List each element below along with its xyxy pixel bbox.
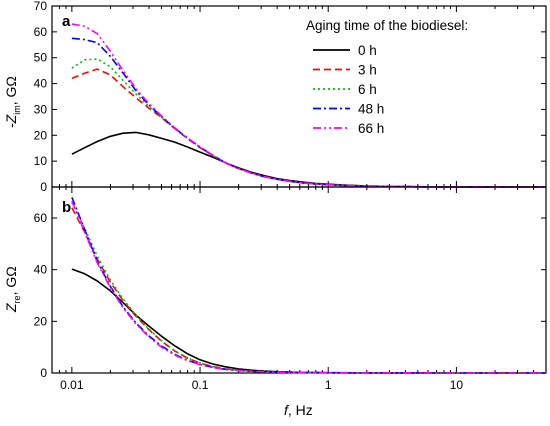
legend-label-66h: 66 h: [358, 121, 384, 136]
panel-a-ytick-label: 30: [34, 102, 48, 116]
legend-label-48h: 48 h: [358, 102, 384, 117]
panel-a-ytick-label: 40: [34, 77, 48, 91]
panel-a-ylabel-main: -Z: [3, 114, 19, 128]
panel-b-ticks: 0 20 40 60 0.01 0.1 1 10: [34, 187, 547, 392]
panel-b-series-6h: [71, 202, 546, 374]
panel-b-ylabel-unit: , GΩ: [3, 266, 19, 295]
x-tick-label: 10: [450, 378, 464, 392]
panel-b-ylabel-sub: re: [12, 295, 22, 303]
x-axis-label-main: f: [284, 402, 290, 418]
legend-label-3h: 3 h: [358, 63, 377, 78]
panel-a-ylabel-sub: im: [12, 105, 22, 115]
panel-a-series-66h: [71, 23, 546, 188]
panel-b-series-0h: [71, 268, 546, 374]
panel-b-ylabel-main: Z: [3, 303, 19, 313]
panel-b-series-66h: [71, 200, 546, 374]
panel-a-series-48h: [71, 37, 546, 188]
legend-label-0h: 0 h: [358, 43, 377, 58]
x-axis-label: f, Hz: [284, 402, 313, 418]
panel-b-series-48h: [71, 197, 546, 374]
legend-title: Aging time of the biodiesel:: [306, 18, 468, 33]
x-tick-label: 0.1: [192, 378, 209, 392]
panel-a-series-0h: [71, 131, 546, 188]
panel-a-series: [71, 23, 546, 188]
panel-a-legend: Aging time of the biodiesel: 0 h 3 h 6 h 48…: [306, 18, 468, 136]
panel-b-ytick-label: 0: [40, 366, 47, 380]
panel-b-frame: [51, 186, 547, 374]
panel-a-ytick-label: 70: [34, 0, 48, 13]
panel-a-series-3h: [71, 68, 546, 188]
panel-a-ytick-label: 20: [34, 128, 48, 142]
panel-a-ylabel: -Zim, GΩ: [3, 76, 22, 128]
panel-b-ytick-label: 60: [34, 211, 48, 225]
panel-a-ticks: 0 10 20 30 40 50 60 70: [34, 0, 547, 194]
x-tick-label: 1: [325, 378, 332, 392]
panel-a-frame: [51, 5, 547, 188]
panel-a-letter: a: [62, 13, 71, 30]
panel-b-series-3h: [71, 207, 546, 374]
panel-a-ylabel-unit: , GΩ: [3, 76, 19, 105]
panel-a-ytick-label: 60: [34, 25, 48, 39]
panel-a-ytick-label: 10: [34, 154, 48, 168]
panel-a-series-6h: [71, 58, 546, 188]
panel-b-ylabel: Zre, GΩ: [3, 266, 22, 313]
x-tick-label: 0.01: [60, 378, 84, 392]
panel-b-series: [71, 197, 546, 374]
panel-b-letter: b: [62, 199, 71, 216]
panel-b-ytick-label: 20: [34, 314, 48, 328]
panel-a-ytick-label: 0: [40, 180, 47, 194]
x-axis-label-unit: , Hz: [288, 402, 313, 418]
panel-b-ytick-label: 40: [34, 263, 48, 277]
panel-a-ytick-label: 50: [34, 51, 48, 65]
legend-label-6h: 6 h: [358, 82, 377, 97]
